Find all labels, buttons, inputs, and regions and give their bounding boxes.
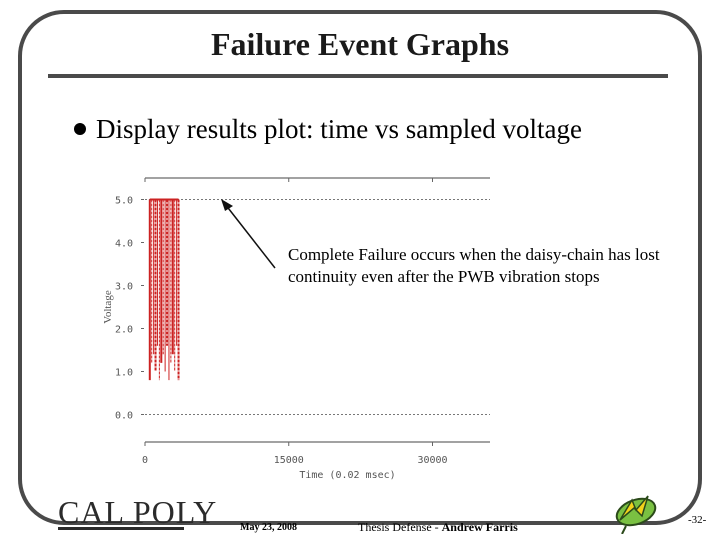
x-tick-label: 0 [142, 455, 148, 466]
footer-thesis: Thesis Defense - Andrew Farris [358, 520, 518, 535]
annotation-arrow-head [221, 199, 233, 211]
bullet-text: Display results plot: time vs sampled vo… [96, 114, 582, 144]
slide-title: Failure Event Graphs [210, 26, 510, 62]
footer-thesis-label: Thesis Defense - [358, 520, 442, 534]
y-tick-label: 4.0 [115, 239, 133, 250]
footer-author: Andrew Farris [441, 520, 518, 534]
y-tick-label: 5.0 [115, 196, 133, 207]
y-axis-label: Voltage [102, 290, 114, 324]
footer-date: May 23, 2008 [240, 522, 297, 533]
y-tick-label: 3.0 [115, 282, 133, 293]
y-tick-label: 1.0 [115, 368, 133, 379]
title-divider [48, 74, 668, 78]
annotation-arrow-line [224, 203, 276, 269]
x-axis-label: Time (0.02 msec) [299, 470, 395, 481]
slide-frame [18, 10, 702, 525]
bullet-item: Display results plot: time vs sampled vo… [74, 114, 582, 145]
voltage-plot: 0.0 1.0 2.0 3.0 4.0 5.0 0 15000 30000 Time (0.02 … [102, 177, 490, 481]
x-tick-label: 30000 [417, 455, 447, 466]
logo-underline [58, 527, 184, 530]
bullet-icon [74, 122, 86, 135]
failure-annotation: Complete Failure occurs when the daisy-c… [288, 245, 660, 286]
mustang-emblem-icon [615, 495, 657, 534]
cal-poly-logo: CAL POLY [58, 494, 218, 530]
y-tick-label: 0.0 [115, 411, 133, 422]
x-tick-label: 15000 [274, 455, 304, 466]
page-number: -32- [688, 514, 707, 526]
y-tick-label: 2.0 [115, 325, 133, 336]
